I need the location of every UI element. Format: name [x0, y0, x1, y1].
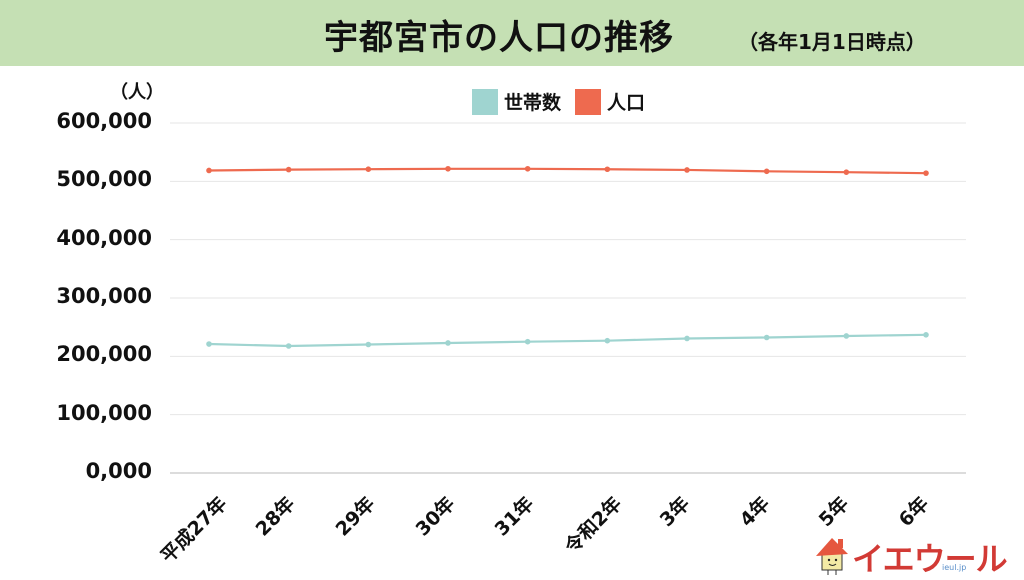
- data-point: [285, 343, 292, 349]
- data-point: [684, 335, 690, 342]
- y-tick-label: 500,000: [56, 167, 152, 192]
- y-tick-label: 300,000: [56, 284, 152, 308]
- legend-swatch-population: [575, 88, 602, 115]
- data-point: [843, 333, 850, 339]
- data-point: [365, 341, 372, 348]
- data-point: [285, 166, 292, 173]
- data-point: [923, 332, 929, 338]
- title-banner: 宇都宮市の人口の推移 （各年1月1日時点）: [0, 0, 1024, 66]
- data-point: [684, 167, 690, 173]
- data-point: [923, 170, 929, 176]
- logo-subtext: ieul.jp: [942, 563, 967, 572]
- chart-subtitle: （各年1月1日時点）: [738, 30, 926, 54]
- data-point: [365, 166, 372, 172]
- series-line: [208, 167, 927, 175]
- logo-text: イエウール: [852, 540, 1008, 578]
- legend-swatch-households: [472, 88, 498, 115]
- series-line: [208, 333, 927, 348]
- legend-item-households: 世帯数: [472, 88, 561, 115]
- y-axis-unit: （人）: [110, 82, 164, 103]
- gridlines: [170, 122, 966, 474]
- data-point: [524, 338, 531, 345]
- series-lines: [206, 165, 929, 349]
- legend-label-households: 世帯数: [504, 92, 562, 114]
- legend: 世帯数 人口: [472, 88, 659, 115]
- data-point: [763, 334, 770, 341]
- data-point: [843, 169, 850, 175]
- data-point: [604, 337, 611, 344]
- y-tick-label: 600,000: [56, 109, 152, 133]
- y-tick-label: 400,000: [56, 225, 152, 250]
- legend-item-population: 人口: [575, 88, 645, 115]
- chart-title: 宇都宮市の人口の推移: [324, 18, 674, 58]
- y-tick-label: 100,000: [56, 400, 152, 425]
- data-point: [763, 168, 770, 175]
- data-point: [445, 340, 451, 346]
- data-point: [445, 165, 451, 172]
- legend-label-population: 人口: [607, 92, 646, 114]
- data-point: [604, 166, 611, 173]
- y-tick-label: 200,000: [56, 342, 152, 367]
- data-point: [524, 165, 531, 172]
- data-point: [206, 167, 212, 174]
- y-tick-label: 0,000: [85, 459, 152, 483]
- ieul-logo: イエウール ieul.jp: [814, 534, 1014, 578]
- house-mascot-icon: [816, 538, 848, 575]
- data-point: [206, 341, 212, 347]
